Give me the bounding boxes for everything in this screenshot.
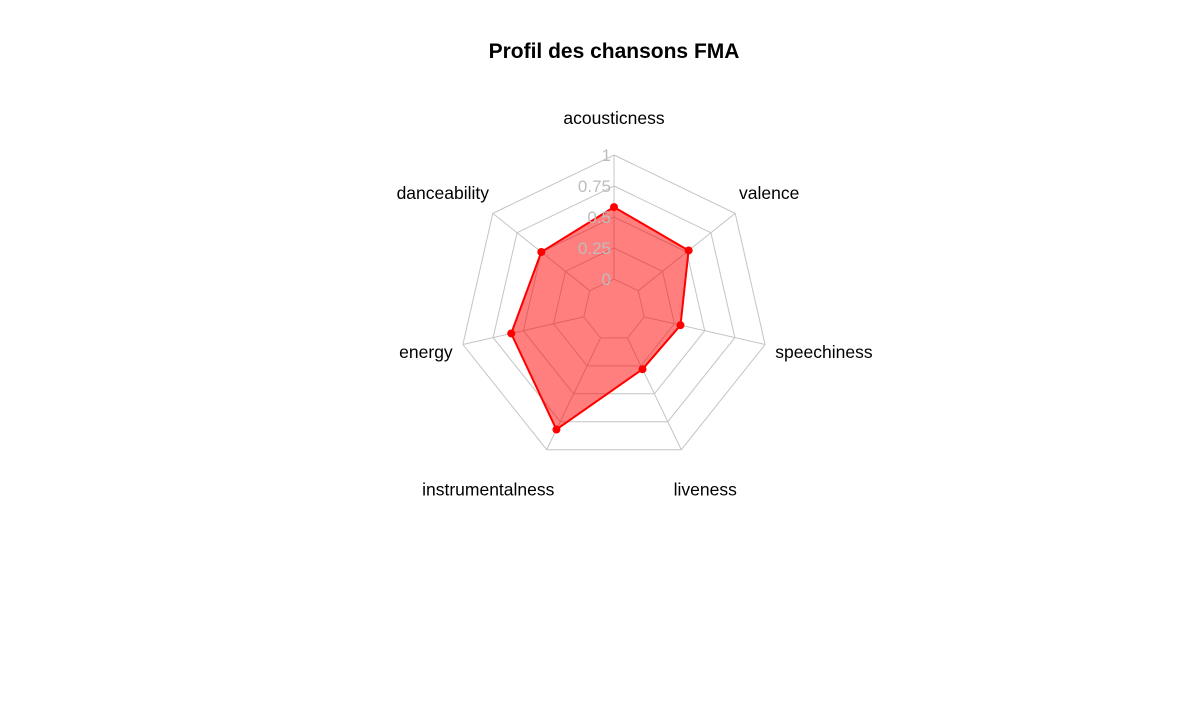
tick-label-2: 0.5 (587, 208, 611, 227)
axis-label-valence: valence (739, 183, 799, 203)
tick-label-3: 0.75 (578, 177, 611, 196)
radar-axis-labels: acousticness valence speechiness liveness in… (397, 108, 873, 499)
radar-series (507, 203, 693, 434)
axis-label-instrumentalness: instrumentalness (422, 479, 555, 499)
tick-label-1: 0.25 (578, 239, 611, 258)
data-point-speechiness (676, 321, 685, 330)
axis-label-danceability: danceability (397, 183, 490, 203)
grid-ring-3 (492, 185, 736, 423)
data-point-danceability (537, 248, 546, 257)
axis-label-speechiness: speechiness (775, 342, 873, 362)
tick-label-0: 0 (602, 270, 611, 289)
radar-tick-labels: 0 0.25 0.5 0.75 1 (578, 146, 611, 289)
data-point-acousticness (610, 203, 618, 212)
grid-ring-4 (462, 154, 766, 451)
tick-label-4: 1 (602, 146, 611, 165)
data-point-energy (507, 329, 516, 338)
axis-label-energy: energy (399, 342, 453, 362)
data-point-instrumentalness (552, 425, 561, 434)
axis-label-liveness: liveness (674, 479, 737, 499)
axis-label-acousticness: acousticness (563, 108, 664, 128)
chart-title: Profil des chansons FMA (489, 40, 740, 63)
data-point-liveness (638, 365, 647, 374)
data-point-valence (684, 246, 693, 255)
series-area-0 (510, 205, 690, 432)
